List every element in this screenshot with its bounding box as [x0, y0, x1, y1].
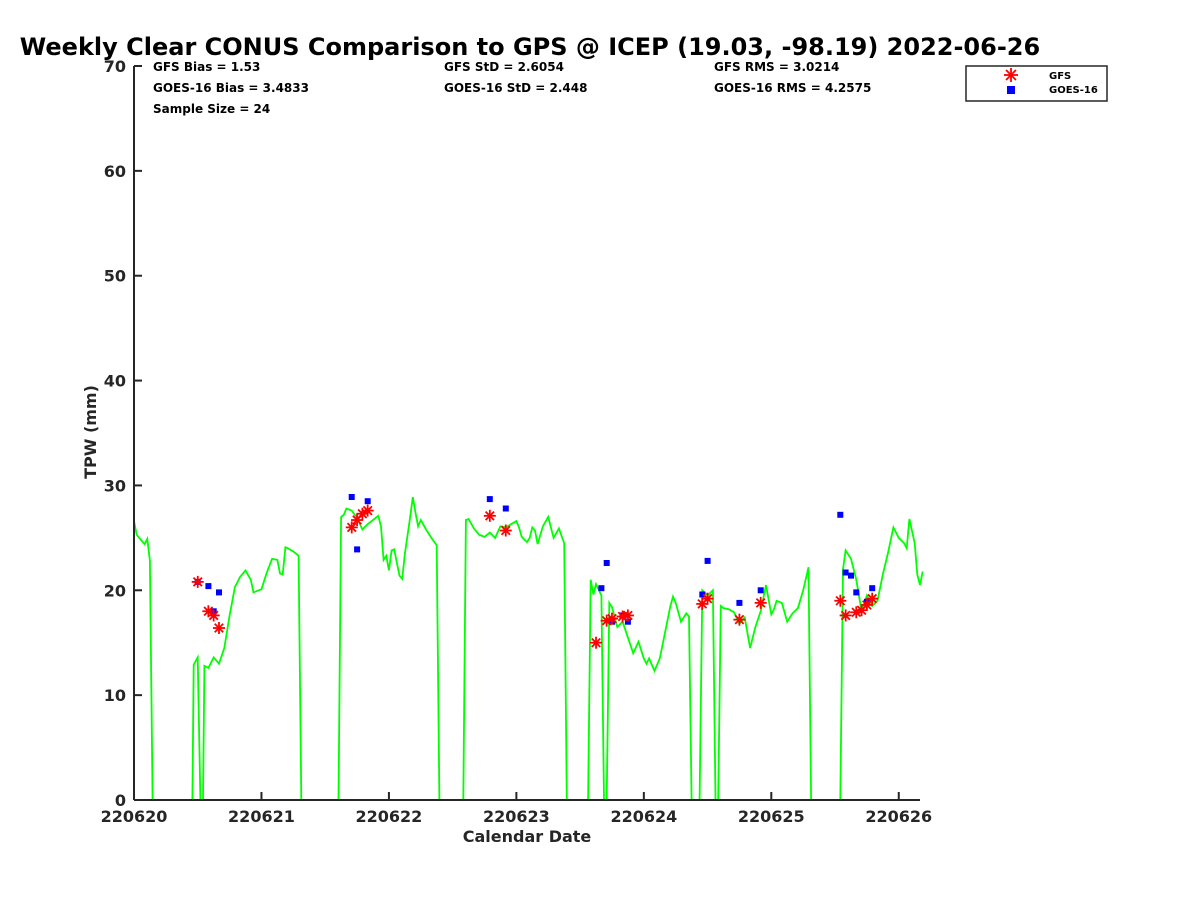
goes-point-10 — [603, 560, 610, 566]
chart-title: Weekly Clear CONUS Comparison to GPS @ I… — [20, 33, 1040, 61]
marker-layer — [191, 494, 879, 649]
gps-line-segment-7 — [698, 588, 717, 801]
x-tick-label-6: 220626 — [865, 807, 932, 826]
gps-line-segment-6 — [605, 593, 693, 801]
gfs-point-9 — [499, 524, 512, 537]
legend: GFS GOES-16 — [965, 65, 1108, 102]
goes-point-18 — [837, 511, 844, 518]
stat-sample-size: Sample Size = 24 — [153, 102, 270, 116]
goes-point-17 — [757, 587, 764, 594]
gps-line-segment-5 — [587, 579, 605, 801]
legend-gfs-asterisk — [1004, 68, 1018, 82]
x-tick-label-3: 220623 — [483, 807, 550, 826]
goes-point-16 — [736, 599, 743, 606]
goes-point-4 — [348, 494, 355, 500]
goes-point-9 — [598, 585, 605, 592]
goes-point-14 — [699, 591, 706, 598]
gps-series-layer — [133, 496, 924, 801]
gfs-point-18 — [754, 596, 767, 609]
gfs-point-19 — [834, 594, 847, 607]
y-tick-label-2: 20 — [104, 581, 126, 600]
axes: 0 10 20 30 40 50 60 70 220620 220621 220622 220623 2… — [101, 57, 933, 826]
y-tick-label-4: 40 — [104, 372, 126, 391]
gps-line-segment-1 — [191, 654, 202, 801]
goes-point-15 — [704, 557, 711, 564]
goes-point-23 — [869, 585, 876, 592]
goes-point-5 — [354, 546, 361, 553]
x-tick-label-1: 220621 — [228, 807, 295, 826]
gps-line-segment-2 — [202, 546, 303, 801]
legend-box — [965, 65, 1108, 102]
gfs-point-14 — [621, 609, 634, 622]
legend-gfs-asterisk-marker — [1004, 68, 1018, 82]
legend-goes-square-marker — [1007, 86, 1015, 94]
y-tick-label-7: 70 — [104, 57, 126, 76]
gfs-point-16 — [701, 592, 714, 605]
x-axis-label: Calendar Date — [463, 827, 592, 846]
x-tick-label-2: 220622 — [356, 807, 423, 826]
stat-goes-bias: GOES-16 Bias = 3.4833 — [153, 81, 309, 95]
y-axis-label: TPW (mm) — [81, 385, 100, 479]
goes-point-20 — [848, 572, 854, 579]
goes-point-1 — [205, 583, 212, 590]
gps-line-segment-0 — [133, 520, 154, 801]
y-tick-label-0: 0 — [115, 791, 126, 810]
gfs-point-24 — [866, 592, 879, 605]
gfs-point-7 — [361, 504, 374, 517]
y-tick-label-1: 10 — [104, 686, 126, 705]
gfs-point-4 — [345, 521, 358, 534]
gps-line-segment-8 — [717, 566, 812, 801]
gps-line-segment-3 — [337, 496, 441, 801]
goes-point-13 — [624, 618, 631, 625]
gfs-point-0 — [191, 575, 204, 588]
gps-line-segment-9 — [839, 518, 924, 801]
goes-point-8 — [502, 505, 509, 512]
stat-goes-std: GOES-16 StD = 2.448 — [444, 81, 587, 95]
gfs-point-20 — [839, 609, 852, 622]
y-tick-label-6: 60 — [104, 162, 126, 181]
goes-point-7 — [486, 496, 493, 503]
gfs-point-10 — [590, 636, 603, 649]
gfs-point-12 — [605, 612, 618, 625]
stat-gfs-std: GFS StD = 2.6054 — [444, 60, 564, 74]
goes-point-21 — [853, 589, 860, 596]
x-tick-label-4: 220624 — [610, 807, 677, 826]
gfs-point-17 — [733, 613, 746, 626]
goes-point-6 — [364, 498, 371, 505]
gfs-point-2 — [207, 609, 220, 622]
goes-point-3 — [216, 589, 222, 596]
legend-label-goes: GOES-16 — [1049, 85, 1098, 96]
stat-gfs-bias: GFS Bias = 1.53 — [153, 60, 260, 74]
x-tick-label-5: 220625 — [738, 807, 805, 826]
gfs-point-8 — [483, 509, 496, 522]
y-tick-label-3: 30 — [104, 476, 126, 495]
stat-gfs-rms: GFS RMS = 3.0214 — [714, 60, 839, 74]
legend-label-gfs: GFS — [1049, 71, 1071, 82]
gfs-point-15 — [696, 597, 709, 610]
gfs-point-3 — [212, 622, 225, 635]
stat-goes-rms: GOES-16 RMS = 4.2575 — [714, 81, 871, 95]
y-tick-label-5: 50 — [104, 267, 126, 286]
goes-point-19 — [842, 569, 849, 576]
gps-line-segment-4 — [462, 514, 568, 801]
x-tick-label-0: 220620 — [101, 807, 168, 826]
